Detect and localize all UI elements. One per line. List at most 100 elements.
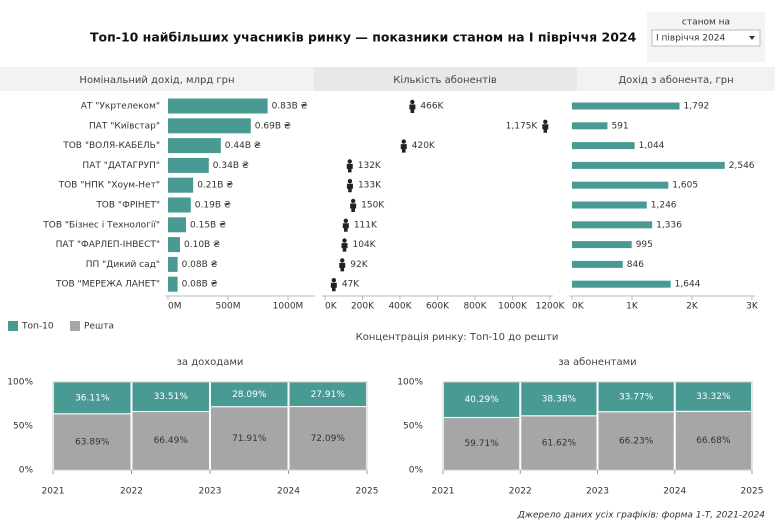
row-label: ТОВ "ВОЛЯ-КАБЕЛЬ" (62, 141, 160, 151)
value-label: 2,546 (729, 161, 755, 171)
source: Джерело даних усіх графіків: форма 1-Т, … (517, 511, 766, 521)
bar (168, 256, 178, 272)
header-bg (0, 67, 314, 91)
value-label: 63.89% (75, 437, 110, 447)
value-label: 38.38% (542, 394, 577, 404)
icon-body (409, 104, 416, 113)
chart-title: за абонентами (558, 357, 636, 368)
y-tick-label: 0% (409, 466, 424, 476)
value-label: 0.44B ₴ (225, 141, 261, 151)
x-tick-label: 2022 (509, 487, 532, 497)
value-label: 133K (358, 181, 382, 191)
bar (168, 98, 268, 114)
x-tick-label: 1K (626, 302, 639, 312)
x-tick-label: 600K (426, 302, 450, 312)
icon-body (542, 124, 549, 133)
value-label: 111K (354, 220, 378, 230)
value-label: 1,246 (651, 201, 677, 211)
bar (572, 181, 669, 189)
value-label: 33.32% (696, 392, 731, 402)
value-label: 104K (353, 240, 377, 250)
x-tick-label: 2024 (663, 487, 686, 497)
bar-segment (131, 381, 210, 412)
legend-label: Топ-10 (21, 322, 54, 332)
bar (168, 118, 251, 134)
bar-segment (288, 381, 367, 408)
title: Топ-10 найбільших учасників ринку — пока… (90, 30, 637, 45)
bar (168, 157, 209, 173)
icon-head (331, 278, 337, 283)
bar (572, 102, 680, 110)
dropdown-value[interactable]: І півріччя 2024 (656, 34, 726, 44)
value-label: 591 (611, 121, 628, 131)
x-tick-label: 1000M (273, 302, 304, 312)
person-icon (341, 238, 348, 252)
icon-head (401, 139, 406, 144)
value-label: 59.71% (464, 439, 499, 449)
icon-head (342, 238, 347, 243)
plot-frame (52, 381, 368, 471)
y-tick-label: 100% (7, 378, 33, 388)
value-label: 466K (420, 102, 444, 112)
person-icon (409, 99, 416, 113)
x-tick-label: 2022 (120, 487, 143, 497)
value-label: 72.09% (311, 434, 346, 444)
bar-segment (210, 381, 289, 408)
value-label: 92K (350, 260, 368, 270)
icon-body (346, 163, 353, 173)
x-tick-label: 0K (325, 302, 338, 312)
value-label: 0.83B ₴ (272, 102, 308, 112)
x-tick-label: 0K (572, 302, 585, 312)
icon-body (346, 183, 353, 193)
value-label: 846 (627, 260, 644, 270)
row-label: ПП "Дикий сад" (86, 260, 160, 270)
y-tick-label: 0% (19, 466, 34, 476)
value-label: 33.51% (154, 392, 189, 402)
header-bg (577, 67, 775, 91)
bar (168, 217, 186, 233)
x-tick-label: 2024 (277, 487, 300, 497)
bar (572, 241, 632, 249)
bar (572, 161, 725, 169)
row-label: ПАТ "ФАРЛЕП-ІНВЕСТ" (56, 240, 160, 250)
icon-head (343, 218, 349, 223)
value-label: 66.68% (696, 436, 731, 446)
icon-body (342, 223, 349, 232)
x-tick-label: 500M (216, 302, 241, 312)
value-label: 0.69B ₴ (255, 121, 291, 131)
legend-label: Решта (84, 322, 114, 332)
dropdown-arrow[interactable] (749, 36, 755, 40)
bar-segment (443, 416, 521, 471)
row-label: ТОВ "ФРІНЕТ" (95, 201, 160, 211)
row-label: ПАТ "ДАТАГРУП" (82, 161, 160, 171)
bar-segment (520, 381, 598, 417)
value-label: 1,644 (675, 280, 701, 290)
dropdown[interactable] (651, 29, 761, 47)
value-label: 0.21B ₴ (197, 181, 233, 191)
value-label: 0.08B ₴ (182, 260, 218, 270)
bar-segment (597, 411, 675, 471)
person-icon (350, 198, 357, 212)
x-tick-label: 2025 (741, 487, 764, 497)
value-label: 1,044 (639, 141, 665, 151)
value-label: 47K (342, 280, 360, 290)
x-tick-label: 3K (746, 302, 759, 312)
x-tick-label: 2021 (432, 487, 455, 497)
value-label: 0.19B ₴ (195, 201, 231, 211)
x-tick-label: 800K (463, 302, 487, 312)
bar-segment (288, 406, 367, 471)
icon-head (410, 99, 415, 105)
x-tick-label: 2023 (199, 487, 222, 497)
value-label: 33.77% (619, 392, 654, 402)
value-label: 132K (358, 161, 382, 171)
x-tick-label: 1200K (536, 302, 566, 312)
value-label: 0.10B ₴ (184, 240, 220, 250)
value-label: 1,605 (672, 181, 698, 191)
person-icon (346, 159, 353, 173)
value-label: 995 (636, 240, 653, 250)
value-label: 150K (361, 201, 385, 211)
person-icon (342, 218, 349, 232)
section-title: Концентрація ринку: Топ-10 до решти (356, 331, 559, 343)
bar (572, 201, 647, 209)
